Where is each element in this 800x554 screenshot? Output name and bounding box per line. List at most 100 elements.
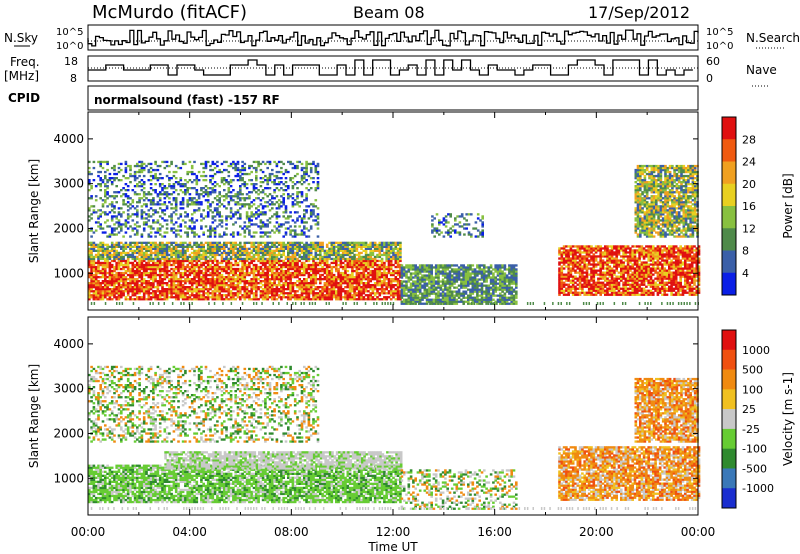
- power-cell: [241, 288, 244, 291]
- power-cell: [161, 225, 164, 228]
- power-cell: [104, 170, 107, 174]
- power-cell: [232, 292, 235, 295]
- power-cell: [131, 288, 135, 291]
- power-cell: [423, 286, 427, 289]
- power-cell: [371, 251, 375, 255]
- power-cell: [307, 255, 311, 259]
- power-cell: [225, 294, 228, 297]
- power-cell: [92, 179, 96, 182]
- power-cell: [362, 296, 366, 299]
- power-cell: [206, 294, 210, 297]
- power-cell: [216, 273, 219, 277]
- power-cell: [94, 290, 98, 293]
- power-cell: [92, 267, 96, 271]
- power-cell: [383, 288, 386, 291]
- power-cell: [328, 251, 331, 255]
- power-cell: [271, 296, 274, 299]
- power-cell: [337, 253, 340, 257]
- power-cell: [362, 273, 366, 277]
- power-cell: [113, 249, 116, 252]
- power-cell: [195, 209, 199, 212]
- power-cell: [108, 269, 112, 273]
- power-cell: [392, 294, 395, 297]
- power-cell: [172, 223, 176, 226]
- power-cell: [239, 267, 242, 271]
- power-cell: [257, 253, 260, 257]
- power-cell: [287, 276, 290, 279]
- power-cell: [99, 185, 102, 188]
- power-cell: [126, 253, 130, 257]
- power-cell: [136, 257, 139, 261]
- power-cell: [273, 213, 276, 216]
- power-cell: [243, 199, 247, 202]
- power-cell: [316, 183, 320, 186]
- power-cell: [104, 160, 107, 164]
- power-cell: [220, 288, 224, 291]
- power-cell: [277, 259, 281, 263]
- power-cell: [348, 251, 352, 255]
- power-cell: [300, 249, 304, 252]
- power-cell: [383, 282, 386, 285]
- power-cell: [314, 253, 318, 257]
- power-cell: [202, 195, 205, 198]
- power-cell: [88, 251, 91, 255]
- power-cell: [129, 267, 132, 271]
- power-cell: [186, 298, 189, 301]
- power-cell: [298, 280, 301, 283]
- power-cell: [250, 288, 253, 291]
- power-cell: [275, 265, 279, 269]
- power-cell: [241, 160, 244, 164]
- power-cell: [252, 243, 256, 246]
- power-cell: [298, 247, 301, 250]
- power-cell: [195, 271, 199, 275]
- power-cell: [140, 215, 144, 218]
- power-cell: [133, 286, 137, 289]
- power-cell: [188, 294, 192, 297]
- power-cell: [303, 269, 306, 273]
- power-cell: [163, 261, 167, 265]
- power-cell: [197, 267, 201, 271]
- power-cell: [264, 174, 267, 178]
- power-cell: [323, 263, 327, 267]
- power-cell: [300, 162, 304, 166]
- power-cell: [367, 282, 370, 285]
- power-cell: [296, 273, 299, 277]
- power-cell: [364, 298, 368, 301]
- power-cell: [282, 290, 285, 293]
- power-cell: [423, 290, 427, 293]
- power-cell: [357, 280, 361, 283]
- power-cell: [94, 288, 98, 291]
- power-cell: [357, 284, 361, 287]
- power-cell: [165, 247, 169, 250]
- power-cell: [213, 249, 217, 252]
- power-cell: [90, 245, 93, 248]
- power-cell: [200, 282, 203, 285]
- power-cell: [293, 245, 297, 248]
- power-cell: [113, 292, 116, 295]
- power-cell: [243, 197, 247, 200]
- power-cell: [264, 282, 267, 285]
- power-cell: [218, 215, 221, 218]
- power-cell: [200, 290, 203, 293]
- power-cell: [106, 191, 109, 194]
- power-cell: [357, 251, 361, 255]
- power-cell: [430, 266, 433, 269]
- power-cell: [129, 288, 132, 291]
- power-cell: [204, 162, 208, 166]
- power-cell: [181, 253, 185, 257]
- power-cell: [369, 265, 372, 269]
- power-cell: [360, 276, 363, 279]
- power-cell: [131, 263, 135, 267]
- power-cell: [277, 296, 281, 299]
- power-cell: [129, 168, 132, 172]
- power-cell: [241, 261, 244, 265]
- power-cell: [186, 189, 189, 192]
- power-cell: [101, 267, 105, 271]
- power-cell: [314, 265, 318, 269]
- power-cell: [362, 255, 366, 259]
- power-cell: [202, 249, 205, 252]
- power-cell: [200, 201, 203, 204]
- power-cell: [353, 263, 356, 267]
- power-cell: [300, 257, 304, 261]
- power-cell: [152, 245, 155, 248]
